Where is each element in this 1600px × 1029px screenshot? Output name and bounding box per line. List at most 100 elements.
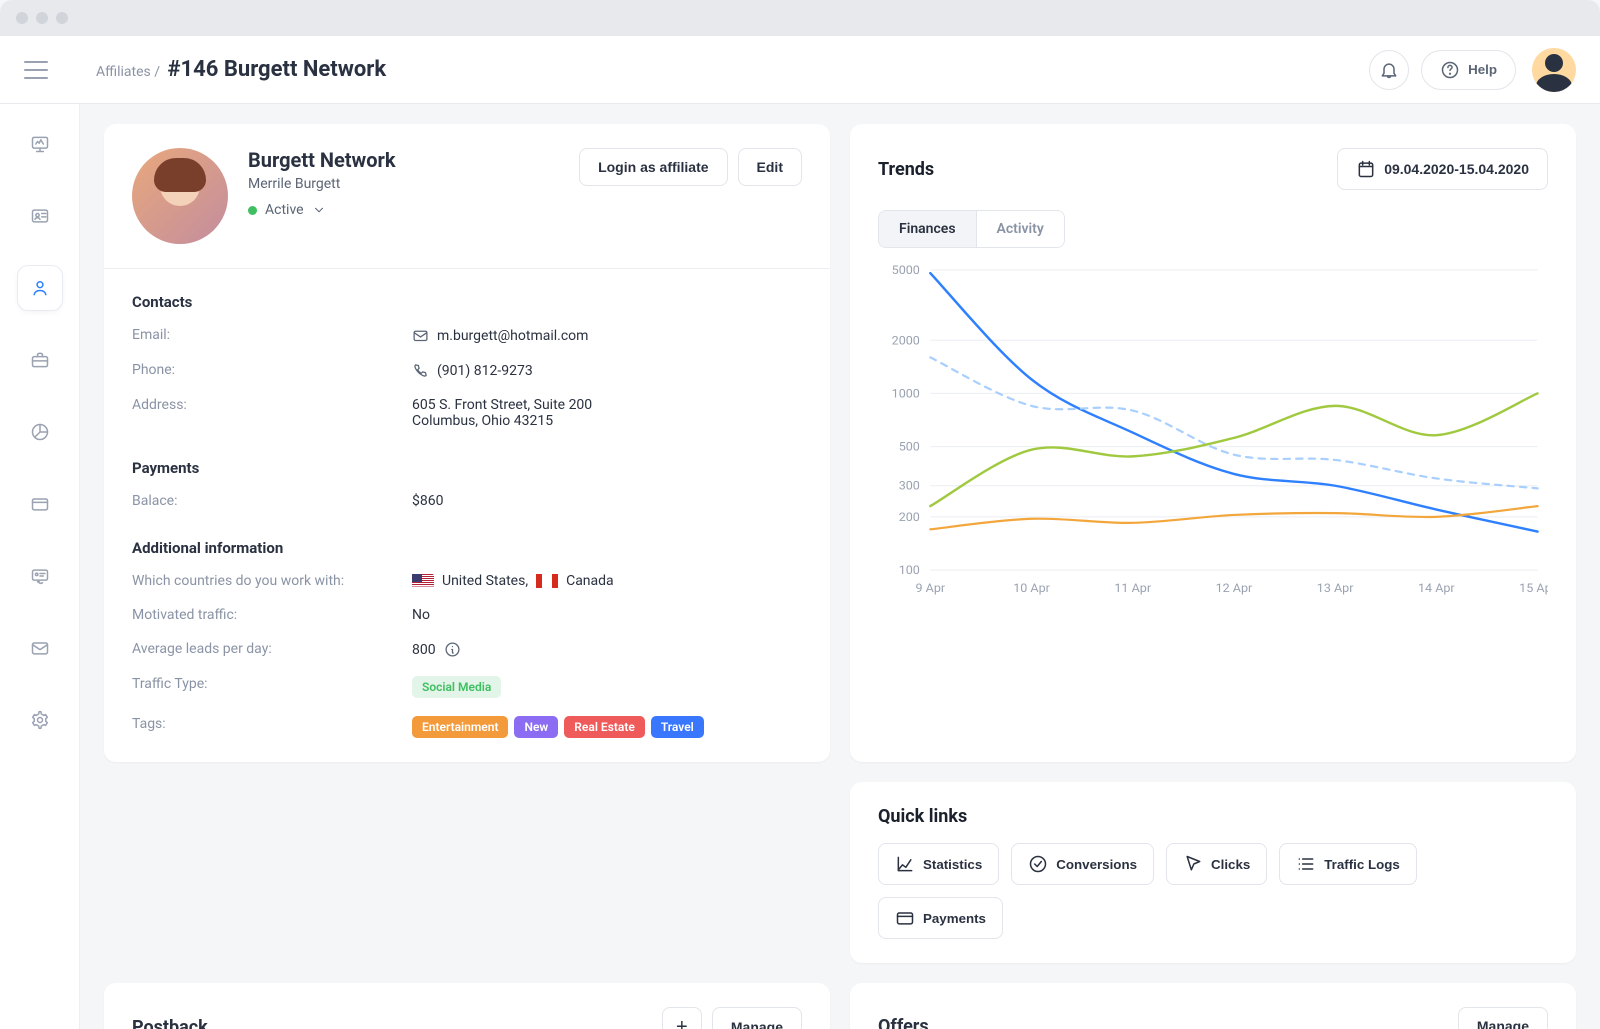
menu-toggle[interactable] xyxy=(24,61,48,79)
offers-card: Offers Manage ID◇ Clicks Conv Pend CR Fr… xyxy=(850,983,1576,1029)
sidebar-item-mail[interactable] xyxy=(18,626,62,670)
flag-us-icon xyxy=(412,574,434,588)
info-icon[interactable] xyxy=(444,641,461,658)
svg-text:100: 100 xyxy=(899,563,920,577)
tag-new[interactable]: New xyxy=(514,716,558,738)
tab-activity[interactable]: Activity xyxy=(977,211,1064,247)
page-title: #146 Burgett Network xyxy=(167,57,386,82)
countries-label: Which countries do you work with: xyxy=(132,573,412,589)
affiliate-person: Merrile Burgett xyxy=(248,176,396,192)
address-line2: Columbus, Ohio 43215 xyxy=(412,413,802,429)
phone-icon xyxy=(412,362,429,379)
motivated-label: Motivated traffic: xyxy=(132,607,412,623)
help-icon xyxy=(1440,60,1460,80)
trends-tabs: Finances Activity xyxy=(878,210,1065,248)
quick-links-card: Quick links Statistics Conversions Click… xyxy=(850,782,1576,963)
sidebar-item-dashboard[interactable] xyxy=(18,122,62,166)
svg-text:1000: 1000 xyxy=(892,387,920,401)
window-titlebar xyxy=(0,0,1600,36)
additional-heading: Additional information xyxy=(132,539,802,557)
svg-text:15 Apr: 15 Apr xyxy=(1519,581,1548,595)
calendar-icon xyxy=(1356,159,1376,179)
status-dropdown[interactable]: Active xyxy=(248,202,396,218)
email-value: m.burgett@hotmail.com xyxy=(437,328,588,344)
profile-card: Burgett Network Merrile Burgett Active L… xyxy=(104,124,830,762)
list-icon xyxy=(1296,854,1316,874)
breadcrumb-parent[interactable]: Affiliates / xyxy=(96,64,160,80)
login-as-affiliate-button[interactable]: Login as affiliate xyxy=(579,148,727,186)
svg-text:13 Apr: 13 Apr xyxy=(1317,581,1354,595)
sidebar-item-billing[interactable] xyxy=(18,482,62,526)
quick-links-heading: Quick links xyxy=(878,806,1548,827)
topbar: Affiliates / #146 Burgett Network Help xyxy=(0,36,1600,104)
address-line1: 605 S. Front Street, Suite 200 xyxy=(412,397,802,413)
trends-card: Trends 09.04.2020-15.04.2020 Finances Ac… xyxy=(850,124,1576,762)
help-label: Help xyxy=(1468,62,1497,77)
ql-clicks[interactable]: Clicks xyxy=(1166,843,1267,885)
gear-icon xyxy=(30,710,50,730)
trends-heading: Trends xyxy=(878,159,934,180)
tag-real-estate[interactable]: Real Estate xyxy=(564,716,645,738)
manage-offers-button[interactable]: Manage xyxy=(1458,1007,1548,1029)
mail-icon xyxy=(30,638,50,658)
phone-label: Phone: xyxy=(132,362,412,378)
ql-conversions[interactable]: Conversions xyxy=(1011,843,1154,885)
leads-label: Average leads per day: xyxy=(132,641,412,657)
svg-text:11 Apr: 11 Apr xyxy=(1114,581,1151,595)
sidebar-item-affiliates[interactable] xyxy=(18,266,62,310)
trends-chart: 100 200 300 500 1000 2000 5000 9 Apr 10 Apr 11 Ap… xyxy=(878,260,1548,600)
user-avatar[interactable] xyxy=(1532,48,1576,92)
svg-text:2000: 2000 xyxy=(892,334,920,348)
monitor-icon xyxy=(30,134,50,154)
svg-text:200: 200 xyxy=(899,510,920,524)
tags-label: Tags: xyxy=(132,716,412,732)
svg-text:5000: 5000 xyxy=(892,263,920,277)
briefcase-icon xyxy=(30,350,50,370)
offers-heading: Offers xyxy=(878,1016,929,1029)
tag-entertainment[interactable]: Entertainment xyxy=(412,716,508,738)
affiliate-name: Burgett Network xyxy=(248,148,396,172)
svg-text:14 Apr: 14 Apr xyxy=(1418,581,1455,595)
payments-heading: Payments xyxy=(132,459,802,477)
svg-text:10 Apr: 10 Apr xyxy=(1013,581,1050,595)
balance-label: Balace: xyxy=(132,493,412,509)
bell-icon xyxy=(1379,60,1399,80)
address-label: Address: xyxy=(132,397,412,413)
credit-card-icon xyxy=(30,494,50,514)
sidebar-item-settings[interactable] xyxy=(18,698,62,742)
country-us: United States, xyxy=(442,573,528,589)
postback-heading: Postback xyxy=(132,1017,208,1029)
chevron-down-icon xyxy=(312,203,326,217)
contacts-heading: Contacts xyxy=(132,293,802,311)
breadcrumb: Affiliates / #146 Burgett Network xyxy=(96,57,386,82)
email-label: Email: xyxy=(132,327,412,343)
sidebar-item-sync[interactable] xyxy=(18,554,62,598)
notifications-button[interactable] xyxy=(1369,50,1409,90)
ql-statistics[interactable]: Statistics xyxy=(878,843,999,885)
postback-card: Postback + Manage ID◇ Clicks Conv Pend C… xyxy=(104,983,830,1029)
manage-postback-button[interactable]: Manage xyxy=(712,1007,802,1029)
help-button[interactable]: Help xyxy=(1421,50,1516,90)
edit-button[interactable]: Edit xyxy=(738,148,802,186)
traffic-type-tag: Social Media xyxy=(412,676,501,698)
sidebar-item-briefcase[interactable] xyxy=(18,338,62,382)
date-range-button[interactable]: 09.04.2020-15.04.2020 xyxy=(1337,148,1548,190)
check-circle-icon xyxy=(1028,854,1048,874)
add-postback-button[interactable]: + xyxy=(662,1007,702,1029)
user-icon xyxy=(30,278,50,298)
ql-payments[interactable]: Payments xyxy=(878,897,1003,939)
tab-finances[interactable]: Finances xyxy=(879,211,977,247)
svg-text:500: 500 xyxy=(899,440,920,454)
leads-value: 800 xyxy=(412,642,436,658)
tag-travel[interactable]: Travel xyxy=(651,716,704,738)
flag-ca-icon xyxy=(536,574,558,588)
ql-traffic-logs[interactable]: Traffic Logs xyxy=(1279,843,1417,885)
sidebar-item-reports[interactable] xyxy=(18,410,62,454)
svg-text:9 Apr: 9 Apr xyxy=(916,581,946,595)
svg-text:300: 300 xyxy=(899,479,920,493)
phone-value: (901) 812-9273 xyxy=(437,363,533,379)
cursor-icon xyxy=(1183,854,1203,874)
sidebar-item-id[interactable] xyxy=(18,194,62,238)
line-chart-icon xyxy=(895,854,915,874)
pie-chart-icon xyxy=(30,422,50,442)
